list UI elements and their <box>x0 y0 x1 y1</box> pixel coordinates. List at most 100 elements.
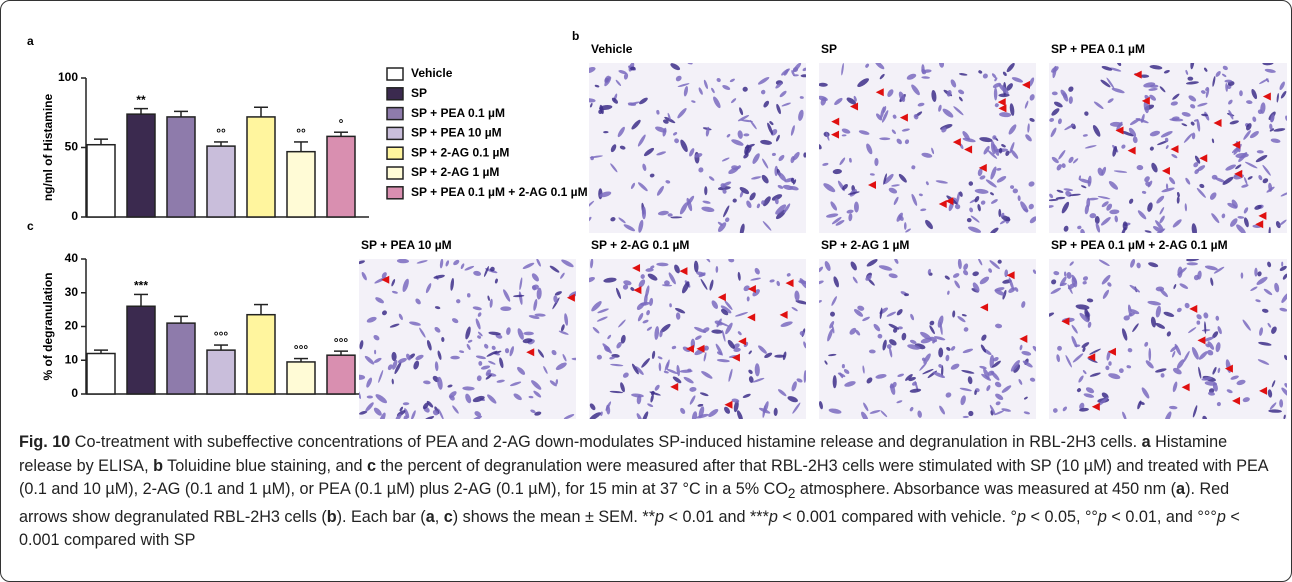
cell <box>1082 281 1087 285</box>
cell <box>1018 378 1023 385</box>
cell <box>1069 193 1081 197</box>
cell <box>996 176 1007 183</box>
cell <box>1281 292 1287 303</box>
cell <box>1267 261 1272 268</box>
cell <box>1209 192 1217 200</box>
cell <box>848 213 853 222</box>
cell <box>1202 415 1208 419</box>
cell <box>1165 145 1169 150</box>
cell <box>628 63 635 72</box>
cell <box>1063 188 1074 192</box>
cell <box>1176 359 1185 369</box>
cell <box>1072 353 1084 363</box>
arrow <box>724 400 733 409</box>
cell <box>615 79 622 87</box>
cell <box>831 216 842 225</box>
cell <box>654 326 660 340</box>
significance-label: °° <box>216 126 226 140</box>
cell <box>589 403 596 411</box>
arrow <box>679 267 688 276</box>
cell <box>1159 86 1166 93</box>
arrow <box>747 285 756 294</box>
cell <box>1055 196 1066 200</box>
cell <box>620 382 625 393</box>
cell <box>1094 216 1100 225</box>
cell <box>994 381 1002 388</box>
cell <box>1204 265 1218 271</box>
cell <box>888 273 898 279</box>
cell <box>920 337 932 344</box>
cell <box>1181 112 1191 117</box>
cell <box>1196 314 1202 320</box>
cell <box>590 259 594 269</box>
cell <box>1257 271 1262 277</box>
cell <box>472 395 485 403</box>
cell <box>799 331 805 336</box>
cell <box>776 280 780 287</box>
cell <box>963 263 969 271</box>
cell <box>1159 215 1165 224</box>
significance-label: *** <box>134 279 148 293</box>
cell <box>359 374 366 380</box>
cell <box>764 352 773 359</box>
cell <box>1201 113 1209 117</box>
bar <box>326 135 356 218</box>
cell <box>1072 158 1079 164</box>
cell <box>737 271 741 281</box>
cell <box>592 326 600 334</box>
arrow <box>978 163 987 172</box>
cell <box>627 102 637 106</box>
cell <box>1101 65 1113 71</box>
cell <box>445 260 450 267</box>
cell <box>800 74 806 78</box>
bar <box>286 361 316 395</box>
cell <box>660 323 671 333</box>
cell <box>403 415 408 419</box>
cell <box>1198 351 1208 360</box>
cell <box>1053 101 1063 108</box>
cell <box>893 196 899 205</box>
cell <box>1279 219 1287 226</box>
cell <box>929 325 935 335</box>
cell <box>819 143 822 150</box>
cell <box>771 194 783 201</box>
cell <box>898 214 904 221</box>
cell <box>1008 277 1015 291</box>
cell <box>466 343 471 350</box>
cell <box>1065 354 1072 368</box>
cell <box>992 135 997 140</box>
cell <box>1113 170 1128 173</box>
cell <box>642 319 649 324</box>
cell <box>720 308 729 316</box>
cell <box>896 138 902 145</box>
cell <box>1177 266 1183 278</box>
cell <box>1108 373 1121 380</box>
cell <box>589 67 596 74</box>
cell <box>602 343 612 354</box>
cell <box>742 393 751 399</box>
cell <box>1008 124 1017 135</box>
cell <box>1093 101 1104 110</box>
cell <box>1059 282 1067 287</box>
cell <box>724 300 733 310</box>
cell <box>1151 162 1158 173</box>
cell <box>475 318 481 330</box>
cell <box>513 393 522 401</box>
arrow <box>998 104 1007 113</box>
cell <box>689 387 697 392</box>
cell <box>413 360 420 370</box>
cell <box>866 259 878 267</box>
cell <box>925 219 933 230</box>
cell <box>1197 270 1202 280</box>
cell <box>589 216 592 223</box>
cell <box>1122 221 1128 231</box>
legend-swatch <box>386 106 404 121</box>
cell <box>650 265 655 269</box>
cell <box>1201 376 1213 381</box>
cell <box>1089 213 1097 219</box>
cell <box>775 82 783 89</box>
cell <box>462 386 475 391</box>
cell <box>1193 162 1199 168</box>
cell <box>958 89 965 95</box>
cell <box>1241 184 1249 188</box>
